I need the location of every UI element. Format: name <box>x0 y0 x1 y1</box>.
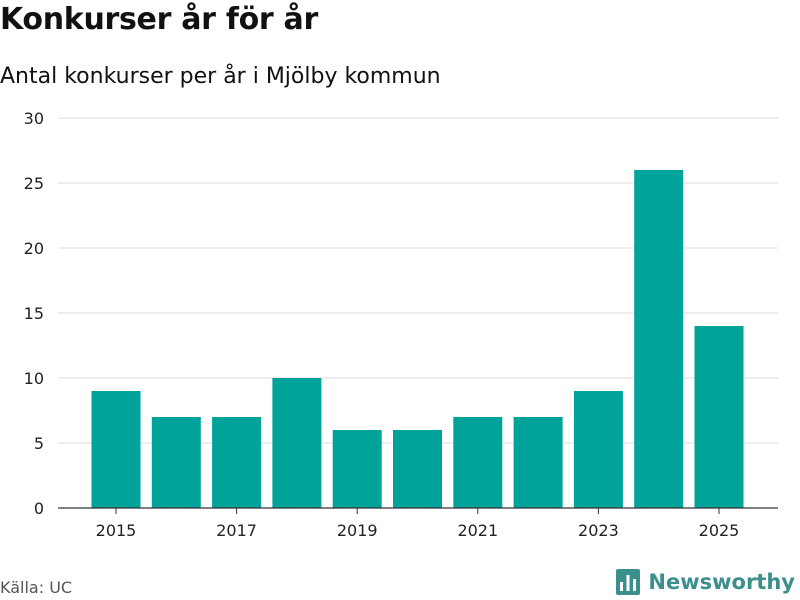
chart-title: Konkurser år för år <box>0 2 318 37</box>
x-tick-label: 2025 <box>699 521 740 540</box>
bar-2015 <box>91 391 141 508</box>
y-tick-label: 20 <box>24 239 44 258</box>
y-tick-label: 5 <box>34 434 44 453</box>
brand-logo: Newsworthy <box>616 569 795 595</box>
chart-subtitle: Antal konkurser per år i Mjölby kommun <box>0 64 441 89</box>
x-tick-label: 2021 <box>457 521 498 540</box>
bar-chart-logo-icon <box>616 569 641 595</box>
bar-2016 <box>151 417 201 508</box>
bar-2025 <box>694 326 744 508</box>
x-tick-label: 2015 <box>96 521 137 540</box>
y-tick-label: 25 <box>24 174 44 193</box>
source-note: Källa: UC <box>0 578 73 597</box>
bar-2020 <box>393 430 442 508</box>
y-tick-label: 10 <box>24 369 44 388</box>
bar-2024 <box>634 170 684 508</box>
bar-2021 <box>453 417 503 508</box>
x-tick-label: 2017 <box>216 521 257 540</box>
y-tick-label: 30 <box>24 109 44 128</box>
bar-2019 <box>332 430 382 508</box>
bar-2017 <box>212 417 262 508</box>
bar-2022 <box>513 417 563 508</box>
bar-2018 <box>272 378 322 508</box>
x-tick-label: 2019 <box>337 521 378 540</box>
bar-2023 <box>573 391 623 508</box>
brand-name: Newsworthy <box>648 570 795 594</box>
x-tick-label: 2023 <box>578 521 619 540</box>
y-tick-label: 0 <box>34 499 44 518</box>
y-tick-label: 15 <box>24 304 44 323</box>
